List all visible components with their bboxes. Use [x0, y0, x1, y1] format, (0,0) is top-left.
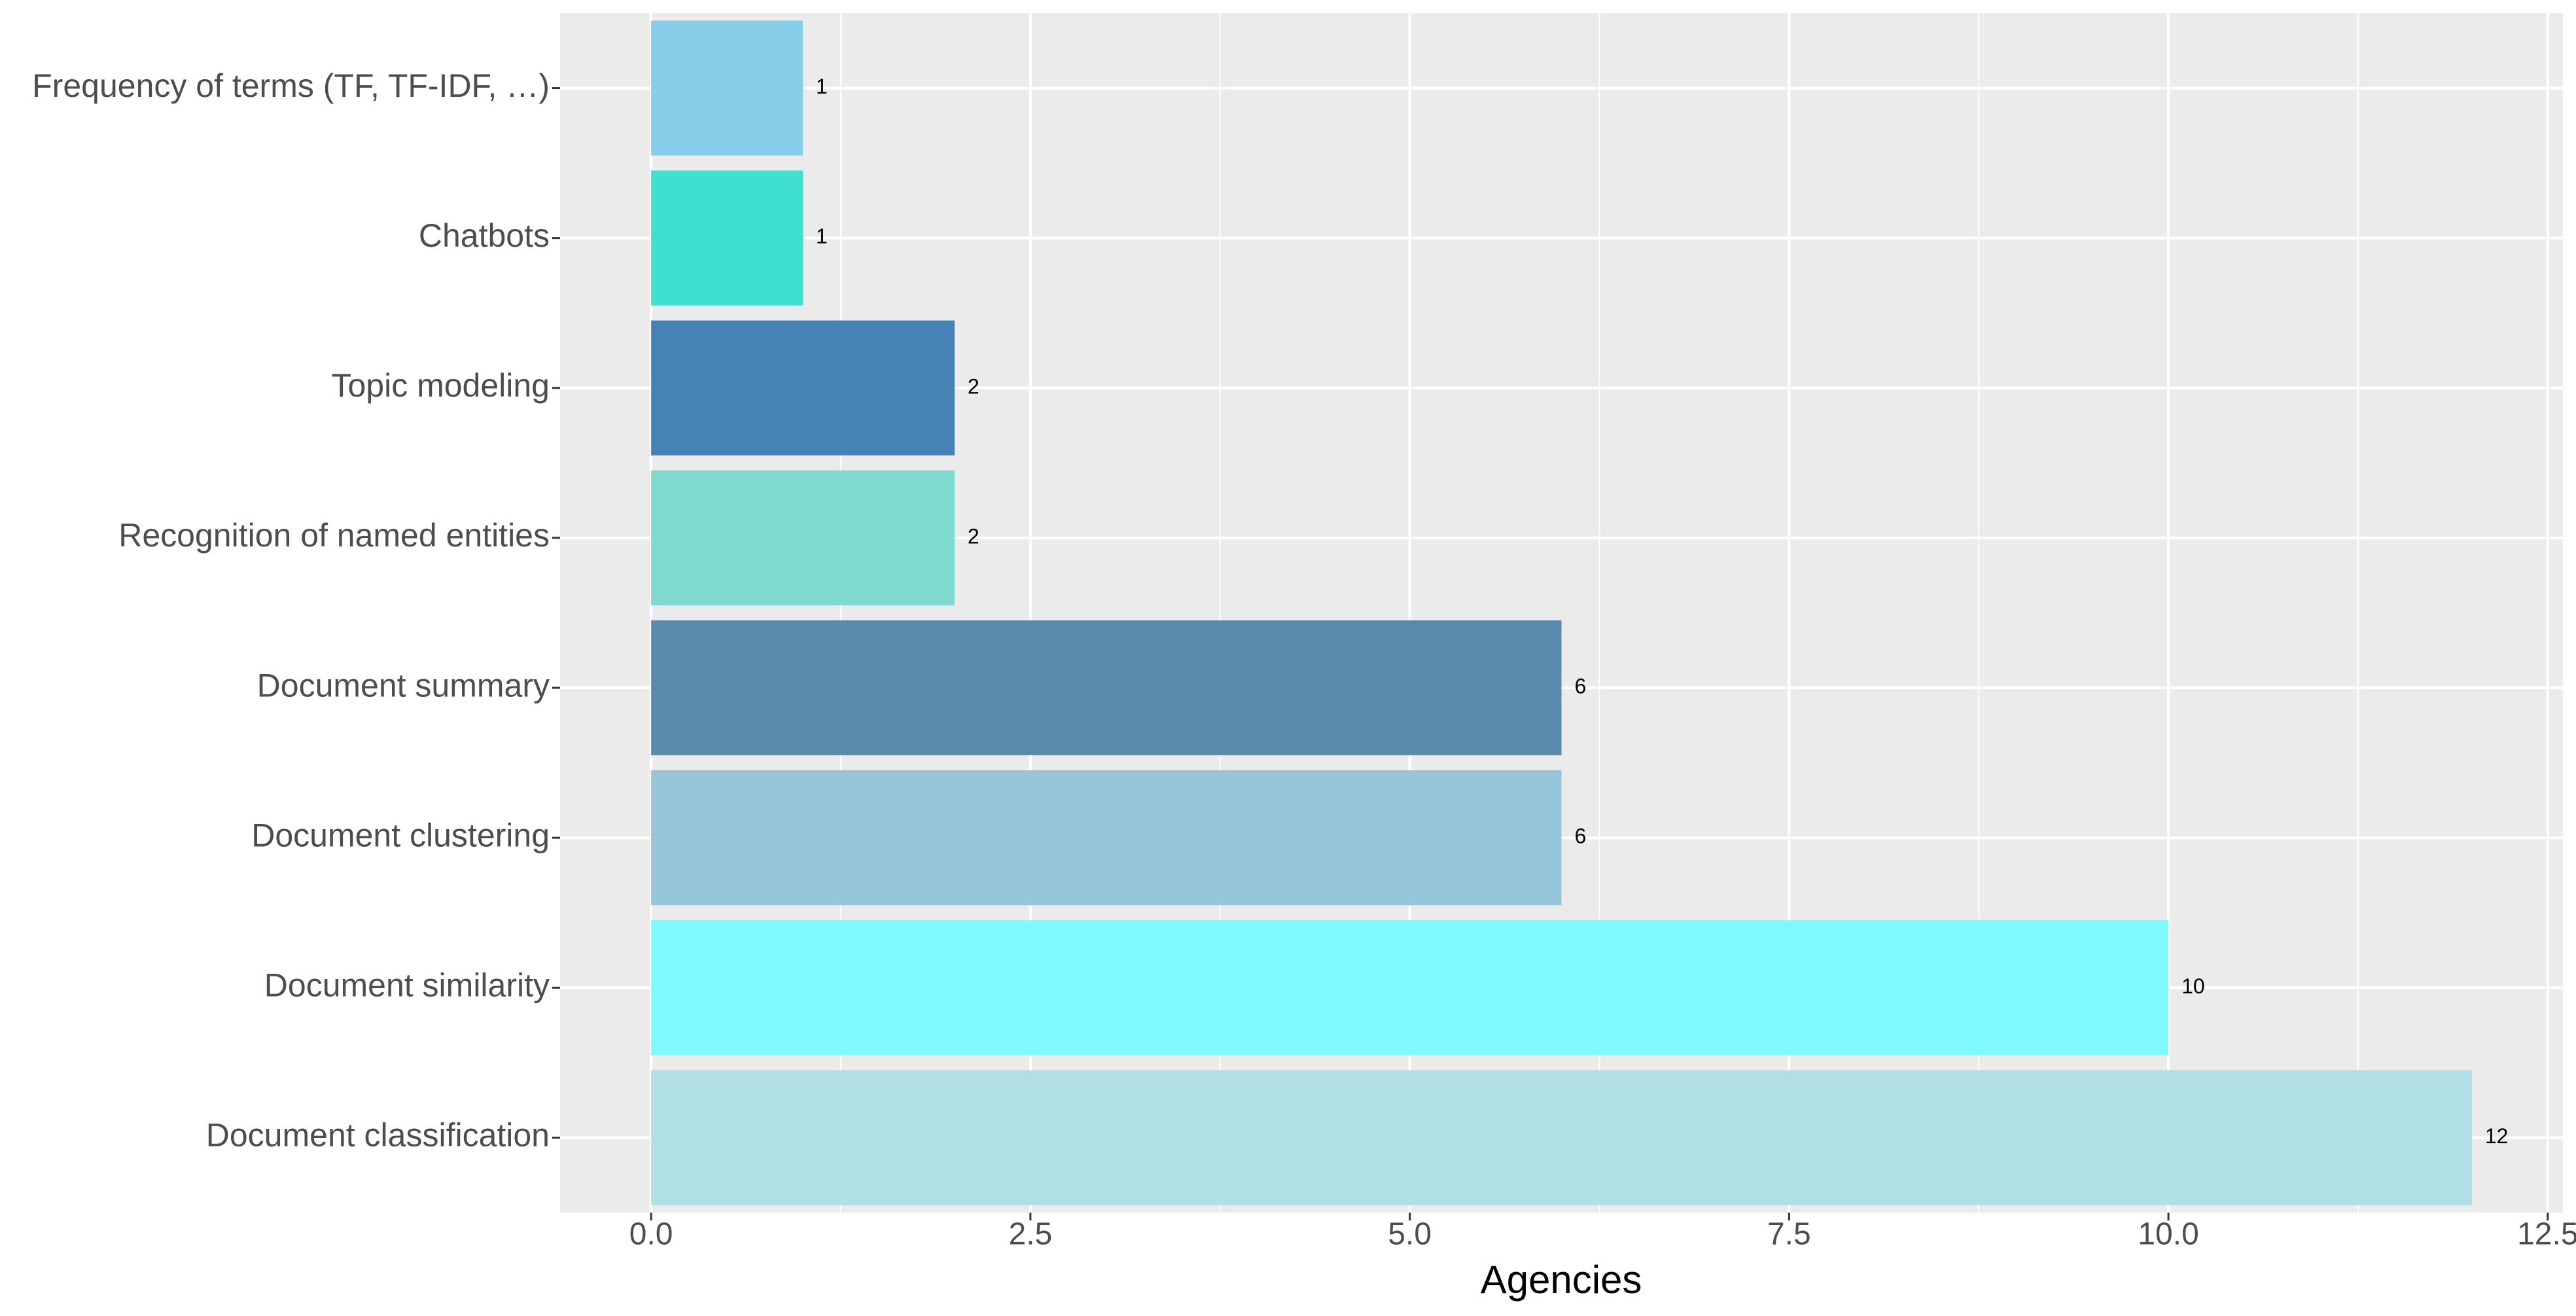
value-label: 1	[816, 224, 828, 248]
x-tick-label: 5.0	[1388, 1217, 1432, 1252]
x-axis-title: Agencies	[1481, 1258, 1642, 1302]
x-tick-label: 12.5	[2517, 1217, 2576, 1252]
y-tick-label: Topic modeling	[331, 367, 550, 404]
y-tick-label: Document summary	[257, 667, 550, 703]
value-label: 10	[2181, 974, 2205, 998]
y-tick-label: Document clustering	[251, 817, 550, 853]
x-tick-label: 0.0	[629, 1217, 673, 1252]
y-tick-label: Document classification	[206, 1117, 550, 1154]
bar	[651, 1070, 2472, 1205]
y-tick-label: Chatbots	[419, 217, 550, 254]
bar	[651, 620, 1562, 756]
value-label: 2	[968, 524, 979, 548]
value-label: 6	[1575, 825, 1587, 848]
x-tick-label: 10.0	[2138, 1217, 2198, 1252]
y-tick-label: Document similarity	[264, 967, 550, 1004]
bar	[651, 470, 955, 606]
y-tick-label: Recognition of named entities	[118, 517, 550, 554]
bar	[651, 20, 803, 156]
bar	[651, 770, 1562, 906]
bar	[651, 320, 955, 455]
value-label: 1	[816, 75, 828, 98]
value-label: 6	[1575, 675, 1587, 698]
value-label: 12	[2485, 1124, 2509, 1148]
x-tick-label: 2.5	[1009, 1217, 1053, 1252]
bar	[651, 920, 2169, 1056]
bar	[651, 170, 803, 306]
y-tick-label: Frequency of terms (TF, TF-IDF, …)	[32, 67, 550, 104]
x-tick-label: 7.5	[1767, 1217, 1811, 1252]
value-label: 2	[968, 374, 979, 398]
